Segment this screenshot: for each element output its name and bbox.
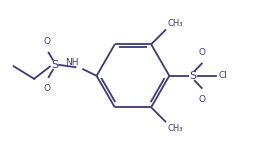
Text: S: S [51,60,58,70]
Text: CH₃: CH₃ [167,124,183,133]
Text: O: O [44,84,51,93]
Text: O: O [199,48,206,57]
Text: NH: NH [65,58,78,67]
Text: CH₃: CH₃ [167,19,183,28]
Text: O: O [44,37,51,46]
Text: S: S [190,71,197,81]
Text: O: O [199,95,206,104]
Text: Cl: Cl [218,71,227,80]
